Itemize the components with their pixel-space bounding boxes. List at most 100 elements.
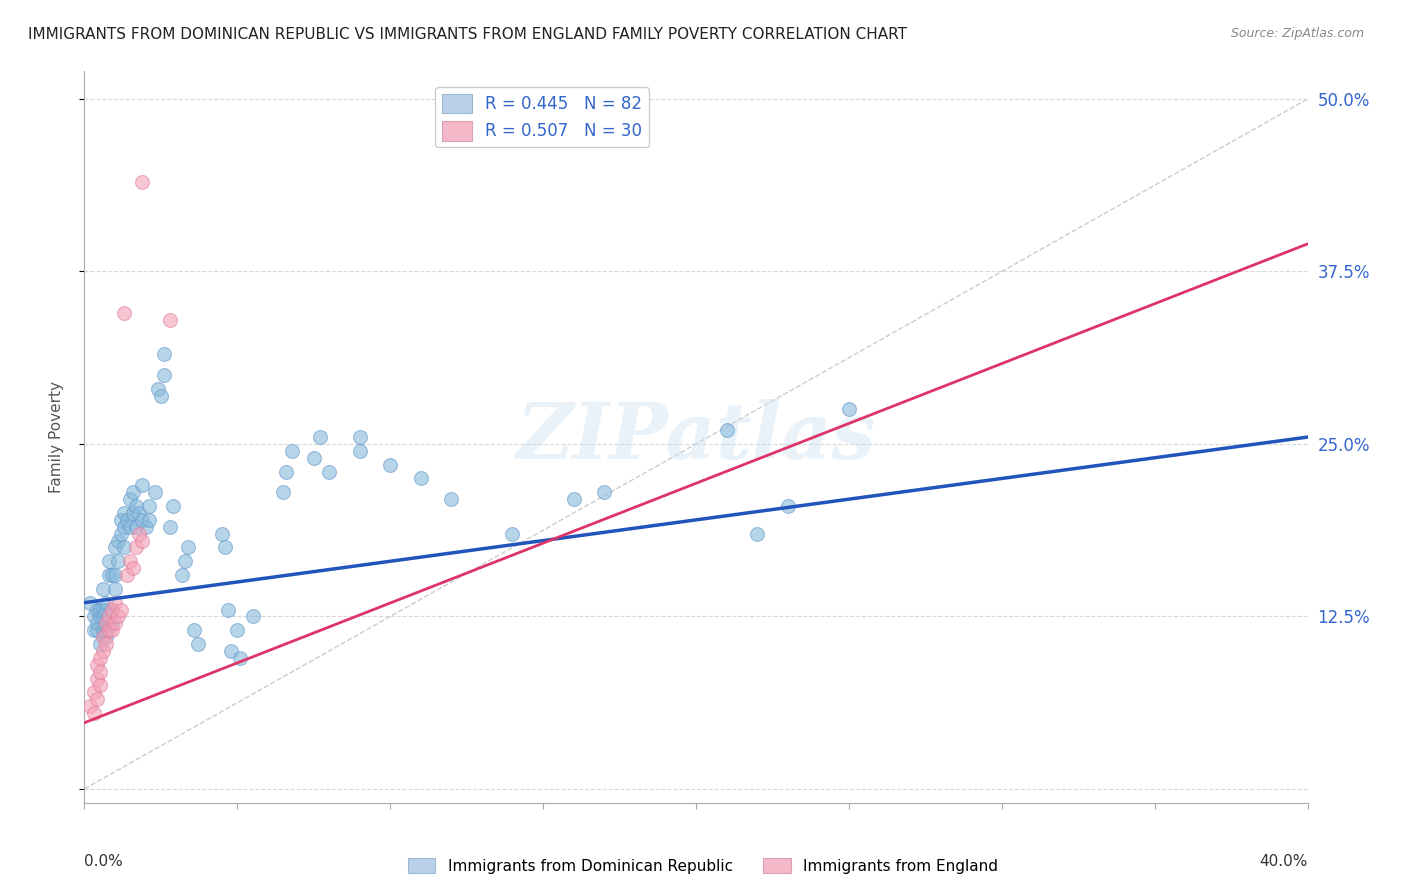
Point — [91, 630, 114, 644]
Point — [562, 492, 585, 507]
Point — [349, 443, 371, 458]
Point — [91, 644, 114, 658]
Point — [94, 630, 117, 644]
Point — [97, 609, 120, 624]
Point — [138, 499, 160, 513]
Point — [159, 520, 181, 534]
Point — [83, 685, 105, 699]
Point — [440, 492, 463, 507]
Point — [122, 485, 145, 500]
Point — [97, 609, 120, 624]
Point — [125, 499, 148, 513]
Point — [308, 430, 330, 444]
Point — [110, 602, 132, 616]
Point — [409, 471, 432, 485]
Point — [229, 651, 252, 665]
Point — [107, 554, 129, 568]
Point — [131, 478, 153, 492]
Point — [747, 526, 769, 541]
Point — [94, 616, 117, 631]
Point — [86, 602, 108, 616]
Point — [89, 637, 111, 651]
Point — [281, 443, 304, 458]
Point — [107, 533, 129, 548]
Point — [120, 492, 142, 507]
Point — [502, 526, 524, 541]
Point — [120, 554, 142, 568]
Point — [131, 513, 153, 527]
Point — [349, 430, 371, 444]
Point — [149, 389, 172, 403]
Point — [380, 458, 402, 472]
Point — [186, 637, 208, 651]
Point — [110, 513, 132, 527]
Legend: Immigrants from Dominican Republic, Immigrants from England: Immigrants from Dominican Republic, Immi… — [402, 852, 1004, 880]
Point — [122, 561, 145, 575]
Point — [120, 520, 142, 534]
Point — [159, 312, 181, 326]
Point — [162, 499, 184, 513]
Point — [86, 657, 108, 672]
Point — [101, 602, 124, 616]
Point — [217, 602, 239, 616]
Point — [94, 637, 117, 651]
Point — [91, 609, 114, 624]
Text: 40.0%: 40.0% — [1260, 854, 1308, 869]
Point — [104, 568, 127, 582]
Point — [104, 582, 127, 596]
Point — [94, 624, 117, 638]
Point — [128, 506, 150, 520]
Point — [302, 450, 325, 465]
Point — [91, 624, 114, 638]
Point — [115, 513, 138, 527]
Point — [242, 609, 264, 624]
Point — [219, 644, 242, 658]
Point — [104, 596, 127, 610]
Point — [101, 624, 124, 638]
Point — [97, 616, 120, 631]
Point — [138, 513, 160, 527]
Point — [89, 609, 111, 624]
Text: 0.0%: 0.0% — [84, 854, 124, 869]
Point — [128, 526, 150, 541]
Point — [112, 541, 135, 555]
Point — [79, 699, 101, 714]
Point — [94, 596, 117, 610]
Point — [112, 306, 135, 320]
Point — [593, 485, 616, 500]
Point — [143, 485, 166, 500]
Point — [86, 672, 108, 686]
Point — [214, 541, 236, 555]
Point — [94, 602, 117, 616]
Point — [716, 423, 738, 437]
Point — [125, 541, 148, 555]
Point — [83, 624, 105, 638]
Point — [271, 485, 294, 500]
Point — [125, 520, 148, 534]
Point — [107, 609, 129, 624]
Point — [135, 520, 157, 534]
Point — [122, 506, 145, 520]
Point — [86, 624, 108, 638]
Point — [112, 520, 135, 534]
Point — [153, 347, 176, 361]
Point — [318, 465, 340, 479]
Point — [115, 568, 138, 582]
Text: IMMIGRANTS FROM DOMINICAN REPUBLIC VS IMMIGRANTS FROM ENGLAND FAMILY POVERTY COR: IMMIGRANTS FROM DOMINICAN REPUBLIC VS IM… — [28, 27, 907, 42]
Point — [89, 678, 111, 692]
Point — [83, 706, 105, 720]
Point — [89, 651, 111, 665]
Point — [131, 175, 153, 189]
Point — [79, 596, 101, 610]
Point — [131, 533, 153, 548]
Point — [91, 602, 114, 616]
Point — [112, 506, 135, 520]
Point — [97, 624, 120, 638]
Point — [89, 602, 111, 616]
Point — [104, 616, 127, 631]
Text: ZIPatlas: ZIPatlas — [516, 399, 876, 475]
Point — [153, 368, 176, 382]
Point — [97, 554, 120, 568]
Point — [183, 624, 205, 638]
Point — [101, 616, 124, 631]
